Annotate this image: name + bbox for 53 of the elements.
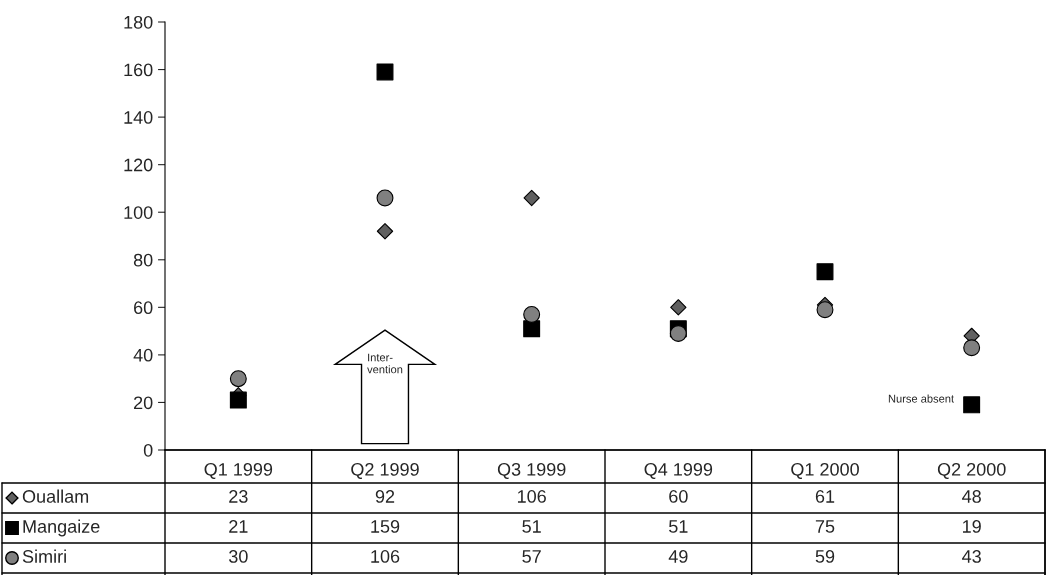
data-label: 51 <box>522 520 541 533</box>
point <box>963 339 981 357</box>
data-label: 43 <box>962 550 981 563</box>
annotation: Nurse absent <box>888 394 954 403</box>
data-label: 49 <box>668 550 688 563</box>
x-tick-label: Q1 2000 <box>791 462 859 479</box>
y-tick-label: 80 <box>133 253 153 267</box>
point <box>523 305 541 323</box>
x-tick-label: Q2 2000 <box>937 462 1006 479</box>
data-label: 60 <box>669 490 688 503</box>
data-label: 106 <box>517 490 546 503</box>
data-label: 159 <box>371 520 400 533</box>
y-tick-label: 60 <box>134 301 153 315</box>
data-label: 75 <box>815 520 835 533</box>
data-label: 106 <box>371 550 400 563</box>
data-label: 23 <box>229 490 248 503</box>
x-tick-label: Q4 1999 <box>644 462 713 479</box>
point <box>229 391 247 409</box>
legend-label: Simiri <box>22 549 66 563</box>
x-tick-label: Q1 1999 <box>204 462 273 479</box>
legend-label: Mangaize <box>23 519 100 537</box>
point <box>670 299 687 316</box>
point <box>523 320 541 338</box>
point <box>816 301 834 319</box>
point <box>669 325 687 342</box>
y-tick-label: 40 <box>133 348 153 362</box>
annotation: Inter- vention <box>367 353 403 374</box>
y-tick-label: 20 <box>134 396 153 410</box>
point <box>376 63 394 81</box>
y-tick-label: 120 <box>124 158 153 172</box>
data-label: 30 <box>228 550 248 563</box>
y-tick-label: 0 <box>143 443 153 457</box>
y-tick-label: 180 <box>124 15 153 29</box>
data-label: 19 <box>963 520 981 533</box>
point <box>376 189 394 207</box>
data-label: 92 <box>375 490 395 503</box>
x-tick-label: Q3 1999 <box>497 462 566 479</box>
data-label: 59 <box>815 550 835 563</box>
point <box>963 396 981 414</box>
point <box>816 263 834 281</box>
data-label: 21 <box>229 520 248 533</box>
data-label: 61 <box>815 490 835 503</box>
point <box>376 223 394 240</box>
y-tick-label: 140 <box>124 111 153 124</box>
y-tick-label: 100 <box>124 206 153 219</box>
y-tick-label: 160 <box>124 63 153 77</box>
legend-label: Ouallam <box>22 489 89 503</box>
point <box>229 370 247 388</box>
data-label: 48 <box>962 490 981 503</box>
point <box>523 189 540 207</box>
data-label: 51 <box>669 520 688 533</box>
x-tick-label: Q2 1999 <box>351 462 419 479</box>
data-label: 57 <box>522 550 541 563</box>
